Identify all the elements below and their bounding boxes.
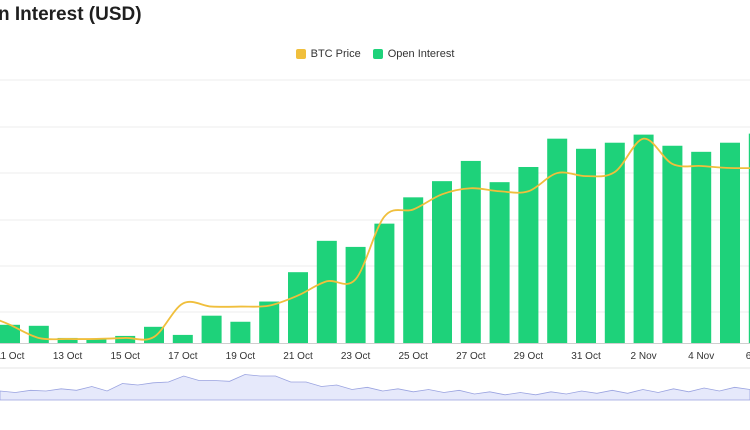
legend-item-btc-price[interactable]: BTC Price xyxy=(295,48,361,60)
bar-14-oct xyxy=(86,338,107,343)
x-tick-label-6-nov: 6 Nov xyxy=(746,351,750,362)
bar-17-oct xyxy=(172,334,193,343)
x-tick-label-4-nov: 4 Nov xyxy=(688,351,714,362)
x-tick-label-15-oct: 15 Oct xyxy=(110,351,140,362)
x-tick-label-19-oct: 19 Oct xyxy=(226,351,256,362)
bar-29-oct xyxy=(518,166,539,343)
bar-20-oct xyxy=(259,301,280,343)
x-tick-label-11-oct: 11 Oct xyxy=(0,351,25,362)
bar-25-oct xyxy=(403,197,424,343)
bar-31-oct xyxy=(576,148,596,343)
navigator-area xyxy=(0,374,750,401)
bar-30-oct xyxy=(547,138,568,343)
bar-1-nov xyxy=(604,142,625,343)
bar-4-nov xyxy=(691,151,712,343)
bar-15-oct xyxy=(115,335,136,343)
bar-24-oct xyxy=(374,223,395,343)
x-tick-label-23-oct: 23 Oct xyxy=(341,351,371,362)
bar-13-oct xyxy=(57,337,78,343)
bar-6-nov xyxy=(748,133,750,343)
bar-28-oct xyxy=(489,182,510,343)
bar-26-oct xyxy=(432,181,452,343)
bar-19-oct xyxy=(230,321,251,343)
x-tick-label-21-oct: 21 Oct xyxy=(283,351,313,362)
legend-label-open-interest: Open Interest xyxy=(387,48,455,60)
x-tick-label-13-oct: 13 Oct xyxy=(53,351,83,362)
bar-22-oct xyxy=(316,240,337,343)
legend: BTC Price Open Interest xyxy=(0,48,750,60)
bar-12-oct xyxy=(28,325,49,343)
x-tick-label-25-oct: 25 Oct xyxy=(398,351,428,362)
x-tick-label-17-oct: 17 Oct xyxy=(168,351,198,362)
bar-2-nov xyxy=(633,134,654,343)
bar-18-oct xyxy=(201,315,222,343)
bar-5-nov xyxy=(720,142,740,343)
chart-title: n Interest (USD) xyxy=(0,4,142,25)
bar-21-oct xyxy=(288,272,308,343)
line-btc-price xyxy=(0,137,750,341)
x-tick-label-29-oct: 29 Oct xyxy=(514,351,544,362)
legend-item-open-interest[interactable]: Open Interest xyxy=(372,48,455,60)
bar-11-oct xyxy=(0,324,20,343)
x-tick-label-31-oct: 31 Oct xyxy=(571,351,601,362)
x-tick-label-2-nov: 2 Nov xyxy=(631,351,657,362)
legend-swatch-open-interest xyxy=(372,49,383,59)
bar-27-oct xyxy=(460,160,481,343)
x-tick-label-27-oct: 27 Oct xyxy=(456,351,486,362)
legend-label-btc-price: BTC Price xyxy=(310,48,361,60)
bar-3-nov xyxy=(662,145,683,343)
bar-23-oct xyxy=(345,246,366,343)
legend-swatch-btc-price xyxy=(295,49,306,59)
